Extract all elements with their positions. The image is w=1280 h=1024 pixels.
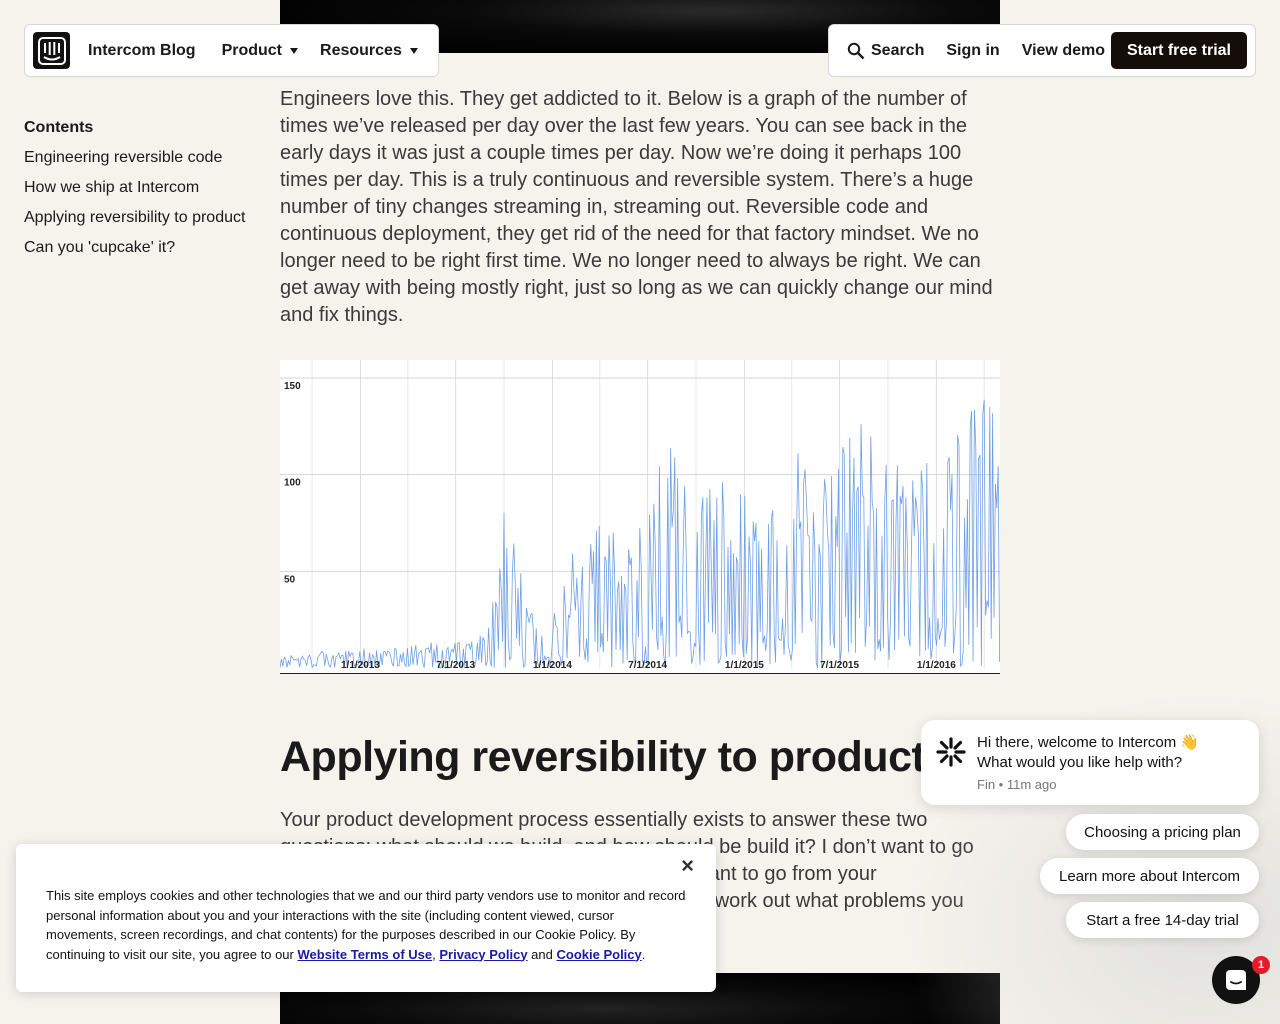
releases-per-day-chart: 50 100 150 1/1/2013 7/1/2013 1/1/2014 7/1/2014… [280,360,1000,674]
series-line [280,399,1000,669]
search-label: Search [871,41,925,59]
chat-icon [1226,970,1246,990]
y-tick-label: 150 [284,381,301,392]
chart-canvas: 50 100 150 1/1/2013 7/1/2013 1/1/2014 7/1/2014… [280,360,1000,671]
x-tick-label: 7/1/2014 [628,660,667,671]
article-paragraph: Engineers love this. They get addicted t… [280,88,993,326]
cookie-end: . [641,946,646,962]
cookie-banner: × This site employs cookies and other te… [16,844,716,992]
quick-reply-free-trial[interactable]: Start a free 14-day trial [1066,902,1259,938]
table-of-contents: Contents Engineering reversible code How… [24,119,245,269]
nav-right-bar: Search Sign in View demo Start free tria… [828,24,1256,77]
toc-title: Contents [24,119,94,136]
quick-reply-pricing[interactable]: Choosing a pricing plan [1066,814,1259,850]
product-menu[interactable]: Product [221,41,299,60]
greeting-line-1: Hi there, welcome to Intercom 👋 [977,734,1200,751]
cookie-and: and [531,946,553,962]
chevron-down-icon [290,47,299,54]
resources-menu-label: Resources [320,41,402,59]
x-tick-label: 7/1/2013 [436,660,475,671]
toc-item-engineering-reversible-code[interactable]: Engineering reversible code [24,149,223,166]
start-free-trial-button[interactable]: Start free trial [1110,32,1247,69]
cookie-separator: , [432,946,436,962]
nav-left-bar: Intercom Blog Product Resources [24,24,439,77]
close-icon[interactable]: × [681,853,694,878]
x-tick-label: 1/1/2015 [725,660,764,671]
sign-in-link[interactable]: Sign in [946,41,1000,59]
y-tick-label: 50 [284,574,296,585]
y-tick-label: 100 [284,478,301,489]
terms-of-use-link[interactable]: Website Terms of Use [297,946,433,962]
search-icon [847,42,865,59]
toc-item-applying-reversibility[interactable]: Applying reversibility to product [24,209,246,226]
resources-menu[interactable]: Resources [320,42,418,60]
privacy-policy-link[interactable]: Privacy Policy [439,946,528,962]
cookie-policy-link[interactable]: Cookie Policy [556,946,642,962]
quick-reply-learn-more[interactable]: Learn more about Intercom [1040,858,1259,894]
chevron-down-icon [409,47,418,54]
intercom-logo-icon[interactable] [33,32,70,69]
unread-badge: 1 [1252,956,1270,974]
x-tick-label: 1/1/2014 [533,660,572,671]
toc-item-how-we-ship[interactable]: How we ship at Intercom [24,179,200,196]
messenger-greeting-card[interactable]: Hi there, welcome to Intercom 👋 What wou… [921,720,1259,805]
cookie-text: This site employs cookies and other tech… [46,888,686,962]
toc-item-cupcake[interactable]: Can you 'cupcake' it? [24,239,176,256]
fin-avatar-icon [936,737,966,767]
section-heading: Applying reversibility to product [280,733,926,781]
x-tick-label: 1/1/2013 [341,660,380,671]
product-menu-label: Product [221,41,283,59]
search-button[interactable]: Search [847,42,924,60]
greeting-meta: Fin • 11m ago [977,777,1057,792]
view-demo-link[interactable]: View demo [1021,41,1105,59]
greeting-text: Hi there, welcome to Intercom 👋 What wou… [977,733,1199,773]
greeting-line-2: What would you like help with? [977,754,1183,771]
x-tick-label: 7/1/2015 [820,660,859,671]
x-tick-label: 1/1/2016 [917,660,956,671]
blog-home-link[interactable]: Intercom Blog [88,41,196,59]
